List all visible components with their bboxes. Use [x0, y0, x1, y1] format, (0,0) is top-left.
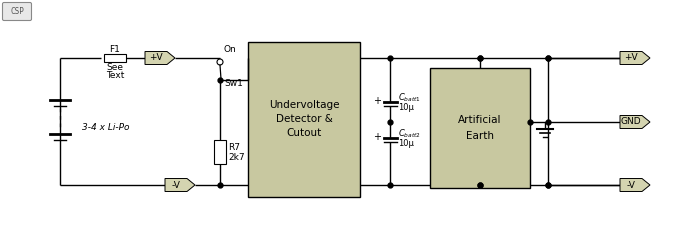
Text: CSP: CSP — [10, 8, 24, 16]
Text: Sw1: Sw1 — [224, 80, 243, 88]
Text: See: See — [106, 64, 123, 72]
Text: $C_{batt1}$: $C_{batt1}$ — [398, 92, 421, 104]
Text: F1: F1 — [110, 44, 120, 54]
Text: +V: +V — [149, 54, 163, 62]
Text: -V: -V — [172, 180, 181, 190]
Text: +: + — [374, 96, 382, 106]
Bar — [248, 42, 360, 197]
Text: On: On — [224, 46, 237, 54]
Bar — [214, 140, 226, 164]
Text: Artificial: Artificial — [458, 115, 502, 125]
Text: 10µ: 10µ — [398, 140, 414, 148]
Text: -V: -V — [626, 180, 636, 190]
Polygon shape — [165, 178, 195, 192]
Text: +V: +V — [624, 54, 638, 62]
FancyBboxPatch shape — [3, 2, 31, 21]
Text: 2k7: 2k7 — [228, 152, 244, 162]
Text: 10µ: 10µ — [398, 104, 414, 112]
Bar — [430, 68, 530, 188]
Text: Text: Text — [106, 72, 124, 80]
Polygon shape — [620, 178, 650, 192]
Polygon shape — [620, 116, 650, 128]
Text: R7: R7 — [228, 144, 240, 152]
Text: GND: GND — [621, 118, 641, 126]
Text: Earth: Earth — [466, 131, 494, 141]
Text: Cutout: Cutout — [286, 128, 321, 138]
Polygon shape — [620, 52, 650, 64]
Text: Undervoltage: Undervoltage — [269, 100, 340, 110]
Text: Detector &: Detector & — [276, 114, 332, 124]
Text: 3-4 x Li-Po: 3-4 x Li-Po — [82, 122, 130, 132]
Text: $C_{batt2}$: $C_{batt2}$ — [398, 128, 421, 140]
Bar — [104, 54, 126, 62]
Text: +: + — [374, 132, 382, 142]
Polygon shape — [145, 52, 175, 64]
